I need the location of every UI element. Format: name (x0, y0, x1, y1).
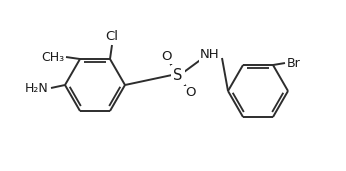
Text: H₂N: H₂N (25, 82, 49, 95)
Text: Cl: Cl (106, 30, 118, 43)
Text: O: O (185, 87, 195, 100)
Text: NH: NH (200, 49, 220, 62)
Text: O: O (161, 50, 171, 63)
Text: S: S (173, 68, 183, 82)
Text: CH₃: CH₃ (41, 50, 64, 63)
Text: Br: Br (287, 57, 301, 70)
